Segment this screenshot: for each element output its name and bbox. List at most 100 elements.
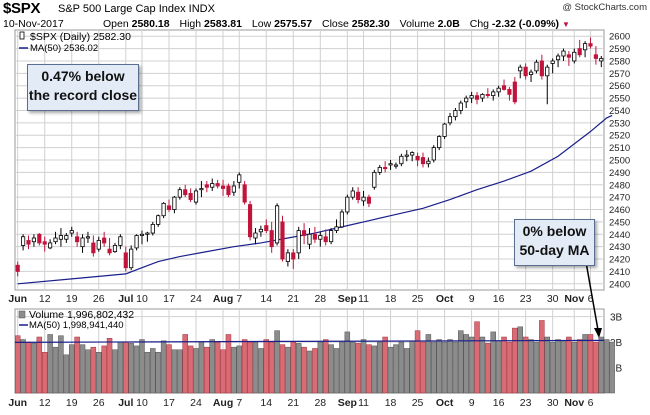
volume-bar [404,348,410,394]
price-tick-label: 2480 [609,180,630,191]
price-x-tick-label: 23 [520,293,532,305]
volume-bar [533,341,540,394]
price-ma50-line [17,114,613,285]
candle-body [458,102,463,111]
change-down-arrow-icon: ▼ [561,20,570,29]
candle-body [275,205,280,244]
index-name: S&P 500 Large Cap Index INDX [58,3,215,15]
volume-bar [371,345,378,394]
volume-bar [241,339,248,394]
volume-x-tick-label: 11 [358,397,369,409]
volume-bar [485,343,491,394]
candle-body [161,202,166,217]
candle-body [383,167,388,170]
volume-bar [566,336,572,394]
volume-bar [609,341,615,394]
candle-body [393,164,399,167]
volume-bar [366,344,372,394]
candle-body [312,233,317,240]
candle-body [26,240,31,245]
candle-body [264,225,269,231]
candle-body [129,248,134,269]
price-x-tick-label: 6 [588,293,594,305]
price-x-tick-label: 28 [314,293,326,305]
volume-bar [587,334,594,394]
close-label: Close [322,18,349,30]
volume-bar [252,341,259,394]
volume-bar [576,339,583,394]
watermark: @ StockCharts.com [562,2,647,13]
volume-x-tick-label: 14 [260,397,272,409]
volume-bar [101,345,107,394]
candle-body [58,235,64,240]
candle-body [123,252,128,269]
volume-x-tick-label: 18 [385,397,397,409]
volume-x-tick-label: 25 [412,397,424,409]
price-x-tick-label: Jul [118,293,133,305]
price-tick-label: 2430 [609,242,630,253]
candle-body [545,66,550,77]
volume-bar [123,341,129,394]
volume-bar [306,350,313,394]
volume-bar [420,341,426,394]
price-tick-label: 2410 [609,267,630,278]
candle-body [507,89,512,95]
candle-body [188,193,193,201]
volume-x-tick-label: 12 [39,397,51,409]
candle-body [204,184,209,188]
volume-bar [555,339,561,394]
price-tick-label: 2590 [609,44,630,55]
candle-body [199,188,204,191]
volume-bar [268,341,275,394]
price-tick-label: 2420 [609,255,630,266]
volume-bar [322,339,329,394]
volume-x-tick-label: Aug [213,397,233,409]
volume-bar [603,339,610,394]
candle-body [296,230,301,254]
price-tick-label: 2580 [609,56,630,67]
volume-bar [295,343,302,394]
volume-bar [74,336,80,394]
candle-body [404,154,409,157]
volume-bar [468,336,475,394]
volume-bar [150,348,156,394]
volume-bar [69,344,75,394]
candle-body [42,241,47,245]
price-tick-label: 2600 [609,32,630,43]
price-tick-label: 2540 [609,106,630,117]
volume-bar [571,341,578,394]
price-x-tick-label: Sep [338,293,357,305]
record-annotation-line-2: the record close [28,87,138,103]
candle-body [134,235,139,249]
volume-bar [25,341,32,394]
volume-bar [47,334,53,394]
volume-tick-label: 1B [610,364,623,375]
price-x-tick-label: Aug [213,293,233,305]
volume-bar [501,336,507,394]
volume-bar [544,336,550,394]
candle-body [210,183,215,188]
volume-bar [198,341,205,394]
candle-body [528,71,534,75]
candle-body [80,237,85,248]
candle-body [345,196,350,213]
price-legend-series: $SPX (Daily) 2582.30 [30,31,131,43]
candle-body [464,97,469,103]
candle-body [107,248,112,254]
volume-bar [279,344,286,394]
volume-x-tick-label: 7 [236,397,242,409]
candle-body [220,185,226,189]
price-x-tick-label: 7 [236,293,242,305]
price-tick-label: 2560 [609,81,630,92]
candle-body [145,232,150,235]
volume-bar [355,343,361,394]
candle-body [593,54,598,59]
volume-bar [209,339,215,394]
volume-bar [193,348,199,394]
candle-body [485,93,490,97]
candle-body [150,223,155,234]
price-x-tick-label: 24 [190,293,202,305]
price-tick-label: 2490 [609,168,630,179]
price-tick-label: 2450 [609,217,630,228]
